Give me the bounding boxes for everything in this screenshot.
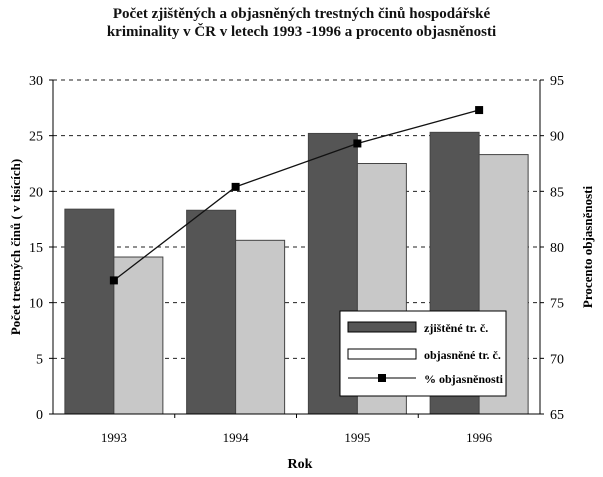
y-tick-label: 0 [36, 408, 43, 423]
bar-zjistene [186, 209, 237, 415]
line-objasnenost [113, 109, 480, 281]
x-axis-title: Rok [288, 457, 313, 472]
x-tick-label: 1994 [223, 430, 250, 445]
y2-tick-label: 85 [550, 185, 564, 200]
y-tick-label: 10 [29, 297, 43, 312]
y-tick-label: 20 [29, 185, 43, 200]
y2-tick-label: 65 [550, 408, 564, 423]
y2-tick-label: 70 [550, 352, 564, 367]
y2-tick-label: 95 [550, 74, 564, 89]
bar-objasnene [235, 239, 286, 415]
legend-swatch-zjistene [347, 321, 417, 333]
y-tick-label: 25 [29, 130, 43, 145]
y2-tick-label: 80 [550, 241, 564, 256]
chart-title-line1: Počet zjištěných a objasněných trestných… [112, 6, 491, 22]
y-tick-label: 15 [29, 241, 43, 256]
y-tick-label: 30 [29, 74, 43, 89]
line-marker [231, 182, 240, 191]
y2-axis-title: Procento objasněnosti [580, 186, 595, 309]
line-marker [109, 276, 118, 285]
legend-swatch-marker [378, 374, 386, 382]
legend-label-objasnene: objasněné tr. č. [424, 348, 501, 362]
chart-title-line2: kriminality v ČR v letech 1993 -1996 a p… [106, 24, 497, 40]
line-marker [475, 106, 484, 115]
y2-tick-label: 90 [550, 130, 564, 145]
line-marker [353, 139, 362, 148]
bar-zjistene [64, 208, 115, 415]
x-tick-label: 1995 [344, 430, 370, 445]
legend-label-objasnenost: % objasněnosti [424, 372, 504, 386]
x-tick-label: 1996 [466, 430, 493, 445]
legend-label-zjistene: zjištěné tr. č. [424, 321, 488, 335]
bar-objasnene [113, 256, 164, 415]
x-tick-label: 1993 [101, 430, 127, 445]
y-tick-label: 5 [36, 352, 43, 367]
y2-tick-label: 75 [550, 297, 564, 312]
legend-swatch-objasnene [347, 348, 417, 360]
y-axis-title: Počet trestných činů ( v tisících) [8, 159, 23, 335]
